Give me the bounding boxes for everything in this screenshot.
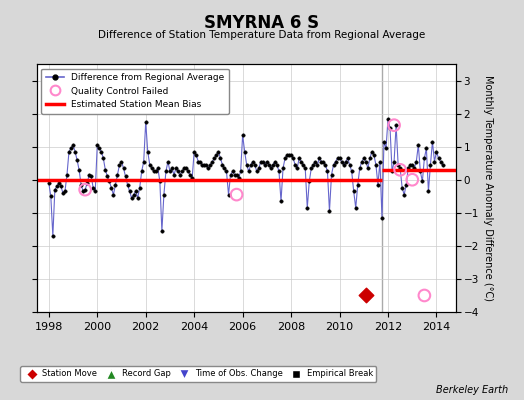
Legend: Station Move, Record Gap, Time of Obs. Change, Empirical Break: Station Move, Record Gap, Time of Obs. C… [20, 366, 376, 382]
Point [233, 192, 241, 198]
Point [390, 122, 398, 128]
Legend: Difference from Regional Average, Quality Control Failed, Estimated Station Mean: Difference from Regional Average, Qualit… [41, 68, 229, 114]
Text: Berkeley Earth: Berkeley Earth [436, 385, 508, 395]
Point [420, 292, 429, 299]
Y-axis label: Monthly Temperature Anomaly Difference (°C): Monthly Temperature Anomaly Difference (… [483, 75, 493, 301]
Point [408, 176, 417, 183]
Point [362, 292, 370, 299]
Point [396, 167, 405, 173]
Text: SMYRNA 6 S: SMYRNA 6 S [204, 14, 320, 32]
Text: Difference of Station Temperature Data from Regional Average: Difference of Station Temperature Data f… [99, 30, 425, 40]
Point [81, 186, 89, 193]
